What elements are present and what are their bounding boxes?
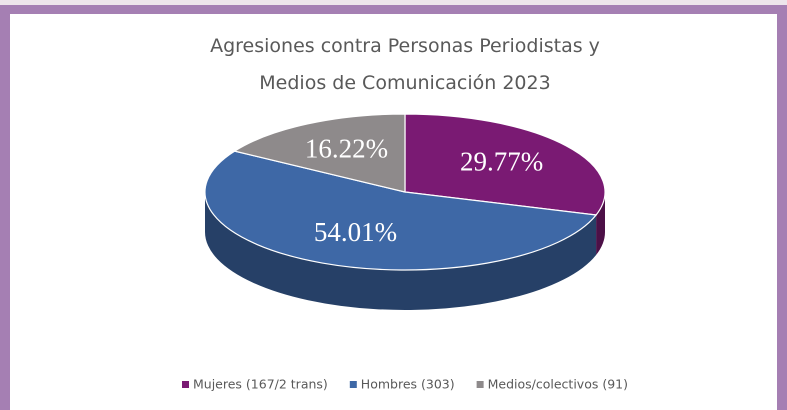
legend-marker: [476, 381, 484, 388]
pie-side: [205, 192, 597, 310]
legend-marker: [182, 381, 190, 388]
legend-label: Medios/colectivos (91): [488, 377, 628, 392]
chart-title: Medios de Comunicación 2023: [259, 72, 550, 94]
data-label: 29.77%: [460, 146, 543, 176]
pie-slice: [204, 150, 598, 271]
pie-slice: [404, 113, 606, 216]
data-label: 54.01%: [314, 217, 397, 247]
legend-marker: [349, 381, 357, 388]
legend-label: Hombres (303): [361, 377, 455, 392]
legend-label: Mujeres (167/2 trans): [193, 377, 328, 392]
data-label: 16.22%: [305, 133, 388, 163]
top-strip: [0, 0, 787, 5]
chart-title: Agresiones contra Personas Periodistas y: [210, 35, 600, 57]
pie-side: [596, 192, 605, 256]
pie-slice: [233, 113, 406, 193]
